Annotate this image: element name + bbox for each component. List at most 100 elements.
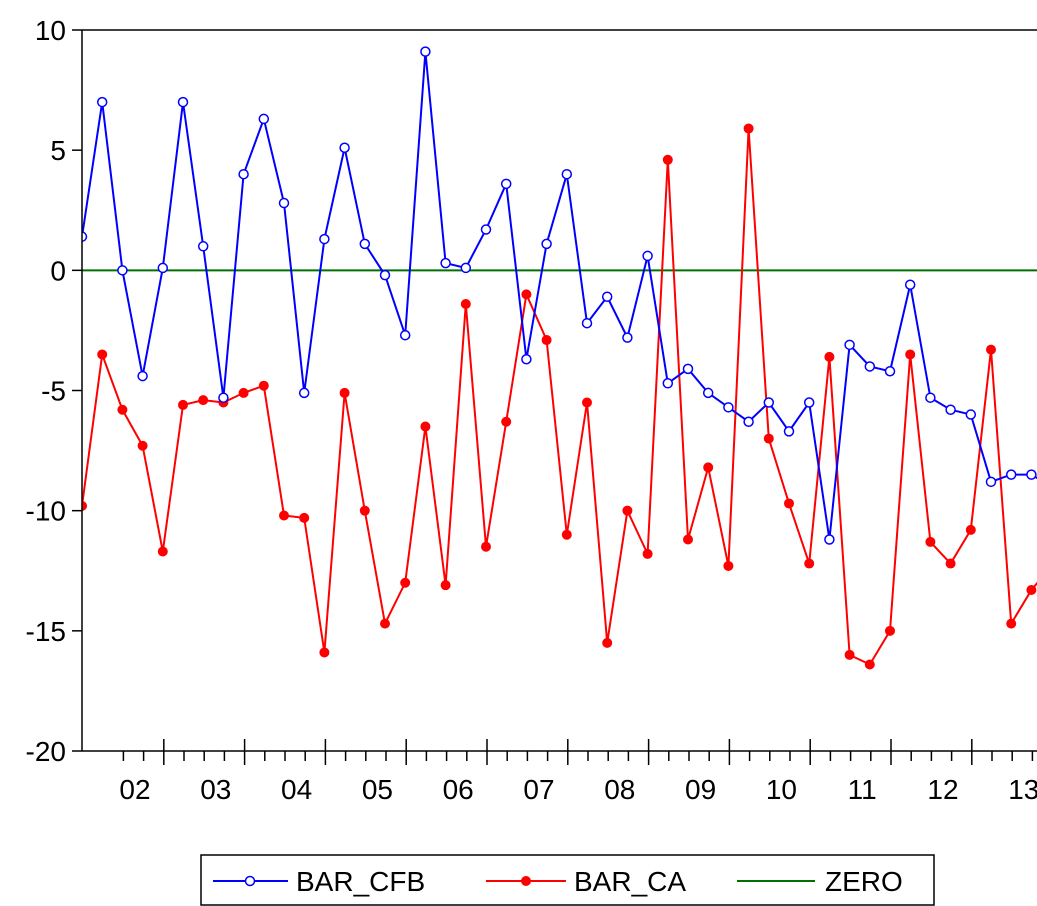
axes: 10 5 0 -5 -10 -15 -20 02 03 04 05 06 07 08 09 10 11 12 13 [26,15,1037,805]
point-bar-ca [319,647,330,658]
point-bar-cfb [743,416,754,427]
point-bar-cfb [824,534,835,545]
point-bar-cfb [844,339,855,351]
y-tick-label: 0 [50,255,66,286]
point-bar-ca [824,351,835,362]
x-tick-label: 09 [685,774,716,805]
point-bar-cfb [884,366,896,377]
point-bar-cfb [460,262,472,274]
point-bar-cfb [581,317,593,329]
point-bar-ca [784,498,794,509]
point-bar-cfb [1026,469,1037,480]
point-bar-ca [258,380,269,391]
point-bar-ca [905,349,916,360]
point-bar-cfb [803,397,815,408]
point-bar-cfb [420,46,431,57]
point-bar-ca [299,512,310,523]
point-bar-cfb [541,238,552,250]
point-bar-cfb [783,426,795,437]
plot-area [82,46,1037,670]
point-bar-ca [703,462,714,473]
point-bar-ca [965,524,976,535]
point-bar-ca [501,416,512,427]
legend-label-zero: ZERO [825,866,903,897]
point-bar-cfb [177,96,189,108]
point-bar-ca [339,387,350,398]
x-tick-label: 12 [927,774,958,805]
point-bar-cfb [379,269,391,281]
x-tick-label: 05 [362,774,393,805]
point-bar-ca [945,558,956,569]
point-bar-cfb [218,392,229,403]
y-tick-label: -15 [26,616,66,647]
x-tick-label: 08 [604,774,635,805]
point-bar-ca [380,618,390,629]
point-bar-ca [82,500,87,511]
legend: BAR_CFB BAR_CA ZERO [200,854,935,906]
x-tick-label: 02 [119,774,150,805]
point-bar-ca [864,659,875,670]
point-bar-ca [723,560,734,571]
x-tick-label: 03 [200,774,231,805]
point-bar-cfb [662,378,674,389]
y-tick-label: -20 [26,736,66,767]
x-tick-label: 11 [848,774,877,805]
point-bar-ca [238,387,249,398]
x-tick-label: 04 [281,774,312,805]
point-bar-cfb [137,370,148,382]
point-bar-cfb [238,168,249,180]
point-bar-cfb [440,257,451,269]
point-bar-cfb [359,238,371,250]
x-tick-label: 10 [766,774,797,805]
point-bar-ca [1026,584,1037,595]
point-bar-cfb [642,250,653,262]
point-bar-ca [582,397,592,408]
point-bar-cfb [985,476,997,488]
point-bar-cfb [82,231,88,242]
point-bar-ca [420,421,431,432]
point-bar-cfb [500,178,512,190]
point-bar-ca [137,440,148,451]
point-bar-cfb [96,96,108,108]
point-bar-ca [440,580,451,591]
point-bar-cfb [945,404,956,415]
y-tick-label: -5 [41,376,66,407]
point-bar-cfb [339,142,350,154]
point-bar-ca [157,546,168,557]
point-bar-cfb [258,113,270,125]
y-tick-label: 10 [35,15,66,46]
point-bar-cfb [561,168,573,180]
point-bar-ca [178,399,188,410]
point-bar-cfb [521,354,532,365]
point-bar-ca [885,625,895,636]
point-bar-ca [925,536,936,547]
legend-marker-bar-ca [521,876,531,886]
point-bar-ca [359,505,370,516]
point-bar-ca [804,558,815,569]
legend-label-bar-ca: BAR_CA [574,866,686,897]
point-bar-ca [622,505,633,516]
point-bar-ca [117,404,128,415]
point-bar-ca [460,298,471,309]
legend-marker-bar-cfb [244,875,256,887]
legend-label-bar-cfb: BAR_CFB [296,866,425,897]
point-bar-ca [561,529,572,540]
x-tick-label: 06 [443,774,474,805]
x-tick-label: 13 [1008,774,1037,805]
point-bar-cfb [197,241,209,252]
point-bar-cfb [723,402,734,413]
y-tick-label: 5 [50,135,66,166]
point-bar-cfb [601,291,613,303]
point-bar-cfb [682,363,694,375]
point-bar-cfb [117,265,128,276]
point-bar-cfb [925,392,936,403]
point-bar-cfb [965,409,977,420]
point-bar-cfb [480,224,492,235]
point-bar-ca [279,510,289,521]
point-bar-cfb [298,387,310,399]
point-bar-ca [986,344,996,355]
point-bar-ca [541,335,552,346]
point-bar-ca [763,433,774,444]
point-bar-ca [400,577,411,588]
point-bar-cfb [319,233,330,245]
